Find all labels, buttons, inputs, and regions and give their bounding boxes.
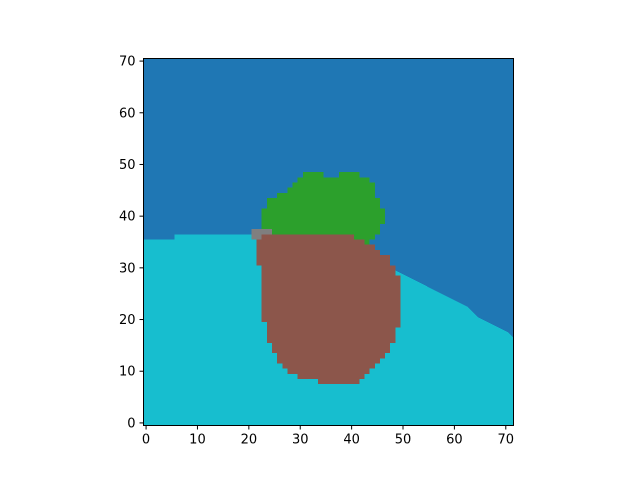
axes-frame: [143, 58, 514, 426]
y-tick-label: 10: [119, 365, 136, 380]
x-tick-label: 70: [498, 433, 515, 448]
y-axis: 0 10 20 30 40 50 60 70: [119, 55, 144, 431]
y-tick-label: 0: [127, 416, 135, 431]
y-tick-label: 30: [119, 261, 136, 276]
y-tick-label: 40: [119, 210, 136, 225]
heatmap-plot: 0 10 20 30 40 50 60 70 0 10 20 30 40 50 60 70: [119, 55, 514, 448]
x-tick-label: 40: [343, 433, 360, 448]
x-tick-label: 0: [142, 433, 150, 448]
region-tree-canopy: [261, 172, 386, 245]
region-small-object: [251, 229, 272, 240]
y-tick-label: 60: [119, 106, 136, 121]
x-tick-label: 10: [189, 433, 206, 448]
x-tick-label: 50: [395, 433, 412, 448]
region-trunk-rock: [256, 234, 401, 385]
y-tick-label: 20: [119, 313, 136, 328]
y-tick-label: 70: [119, 55, 136, 70]
x-tick-label: 60: [446, 433, 463, 448]
x-tick-label: 30: [292, 433, 309, 448]
x-tick-label: 20: [241, 433, 258, 448]
heatmap-image: [143, 58, 514, 426]
y-tick-label: 50: [119, 158, 136, 173]
x-axis: 0 10 20 30 40 50 60 70: [142, 425, 515, 448]
